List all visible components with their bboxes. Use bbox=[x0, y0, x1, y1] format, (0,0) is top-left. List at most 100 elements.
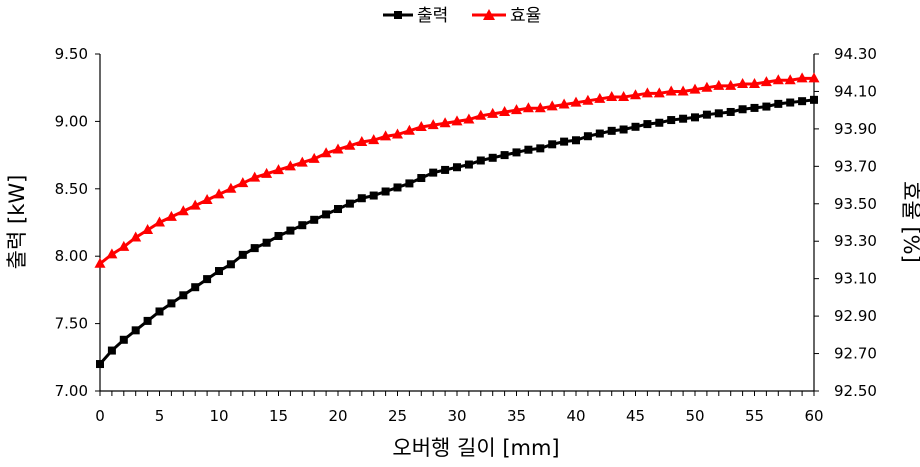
x-tick-label: 50 bbox=[685, 407, 704, 425]
data-point bbox=[310, 215, 319, 224]
data-point bbox=[357, 194, 366, 203]
data-point bbox=[238, 250, 247, 259]
data-point bbox=[453, 163, 461, 172]
x-tick-label: 20 bbox=[328, 407, 347, 425]
x-tick-label: 15 bbox=[269, 407, 288, 425]
y-right-ticks: 92.50 92.70 92.90 93.10 93.30 93.50 93.70 93.90… bbox=[814, 45, 877, 400]
y-left-tick-label: 7.50 bbox=[55, 315, 88, 333]
data-point bbox=[130, 231, 142, 242]
data-point bbox=[439, 117, 451, 128]
x-tick-label: 30 bbox=[447, 407, 466, 425]
series-line bbox=[98, 98, 815, 366]
data-point bbox=[606, 91, 618, 102]
data-point bbox=[118, 240, 130, 251]
axes bbox=[99, 54, 815, 392]
data-point bbox=[701, 81, 713, 92]
data-point bbox=[522, 102, 534, 113]
data-point bbox=[131, 326, 140, 335]
x-tick-label: 55 bbox=[745, 407, 764, 425]
data-point bbox=[189, 199, 201, 210]
data-point bbox=[475, 109, 487, 120]
data-point bbox=[415, 121, 427, 132]
x-tick-label: 25 bbox=[388, 407, 407, 425]
data-point bbox=[572, 136, 580, 145]
data-point bbox=[524, 145, 533, 154]
data-point bbox=[631, 122, 640, 131]
data-point bbox=[393, 183, 402, 192]
data-point bbox=[284, 160, 296, 171]
data-point bbox=[177, 205, 189, 216]
data-point bbox=[725, 79, 737, 90]
x-axis-title: 오버행 길이 [mm] bbox=[392, 436, 559, 460]
data-point bbox=[679, 114, 688, 123]
data-point bbox=[774, 99, 783, 108]
data-point bbox=[487, 107, 499, 118]
x-tick-label: 10 bbox=[209, 407, 228, 425]
data-point bbox=[213, 188, 225, 199]
x-tick-label: 35 bbox=[507, 407, 526, 425]
y-right-tick-label: 92.90 bbox=[834, 307, 877, 325]
data-point bbox=[772, 74, 784, 85]
data-point bbox=[534, 102, 546, 113]
x-tick-label: 40 bbox=[566, 407, 585, 425]
series-output bbox=[96, 95, 818, 369]
data-point bbox=[702, 110, 711, 119]
data-point bbox=[308, 152, 320, 163]
data-point bbox=[548, 140, 557, 149]
data-point bbox=[322, 210, 331, 219]
data-point bbox=[546, 100, 558, 111]
data-point bbox=[167, 299, 176, 308]
y-right-tick-label: 92.70 bbox=[834, 345, 877, 363]
data-point bbox=[499, 106, 511, 117]
data-point bbox=[215, 267, 223, 276]
data-point bbox=[512, 148, 521, 157]
data-point bbox=[619, 125, 628, 134]
legend-marker-efficiency bbox=[483, 9, 495, 20]
data-point bbox=[762, 102, 771, 111]
data-point bbox=[94, 257, 106, 268]
data-point bbox=[107, 346, 116, 355]
y-left-tick-label: 9.50 bbox=[55, 45, 88, 63]
data-point bbox=[655, 118, 664, 127]
data-point bbox=[560, 137, 569, 146]
data-point bbox=[249, 171, 261, 182]
y-right-tick-label: 93.10 bbox=[834, 270, 877, 288]
y-left-tick-label: 9.00 bbox=[55, 112, 88, 130]
data-point bbox=[689, 83, 701, 94]
y-right-tick-label: 93.30 bbox=[834, 232, 877, 250]
data-point bbox=[641, 87, 653, 98]
data-point bbox=[261, 167, 273, 178]
data-point bbox=[714, 109, 723, 118]
data-point bbox=[570, 96, 582, 107]
data-point bbox=[511, 104, 522, 115]
data-point bbox=[786, 98, 795, 107]
data-point bbox=[262, 238, 271, 247]
y-right-tick-label: 94.10 bbox=[834, 82, 877, 100]
data-point bbox=[320, 147, 332, 158]
data-point bbox=[201, 194, 213, 205]
y-right-tick-label: 92.50 bbox=[834, 382, 877, 400]
data-point bbox=[737, 77, 749, 88]
x-tick-label: 45 bbox=[626, 407, 645, 425]
data-point bbox=[595, 129, 604, 138]
y-left-ticks: 7.00 7.50 8.00 8.50 9.00 9.50 bbox=[55, 45, 100, 400]
data-point bbox=[119, 335, 128, 344]
data-point bbox=[356, 135, 368, 146]
data-point bbox=[369, 191, 378, 200]
data-point bbox=[334, 205, 342, 214]
data-point bbox=[653, 87, 665, 98]
data-point bbox=[286, 226, 295, 235]
data-point bbox=[380, 130, 392, 141]
y-right-tick-label: 94.30 bbox=[834, 45, 877, 63]
data-point bbox=[594, 92, 606, 103]
y-left-tick-label: 7.00 bbox=[55, 382, 88, 400]
data-point bbox=[296, 156, 308, 167]
data-point bbox=[441, 165, 450, 174]
data-point bbox=[665, 85, 677, 96]
data-point bbox=[142, 223, 154, 234]
data-point bbox=[405, 179, 414, 188]
data-point bbox=[784, 74, 796, 85]
data-point bbox=[344, 139, 356, 150]
y-axis-left-title: 출력 [kW] bbox=[5, 175, 29, 270]
